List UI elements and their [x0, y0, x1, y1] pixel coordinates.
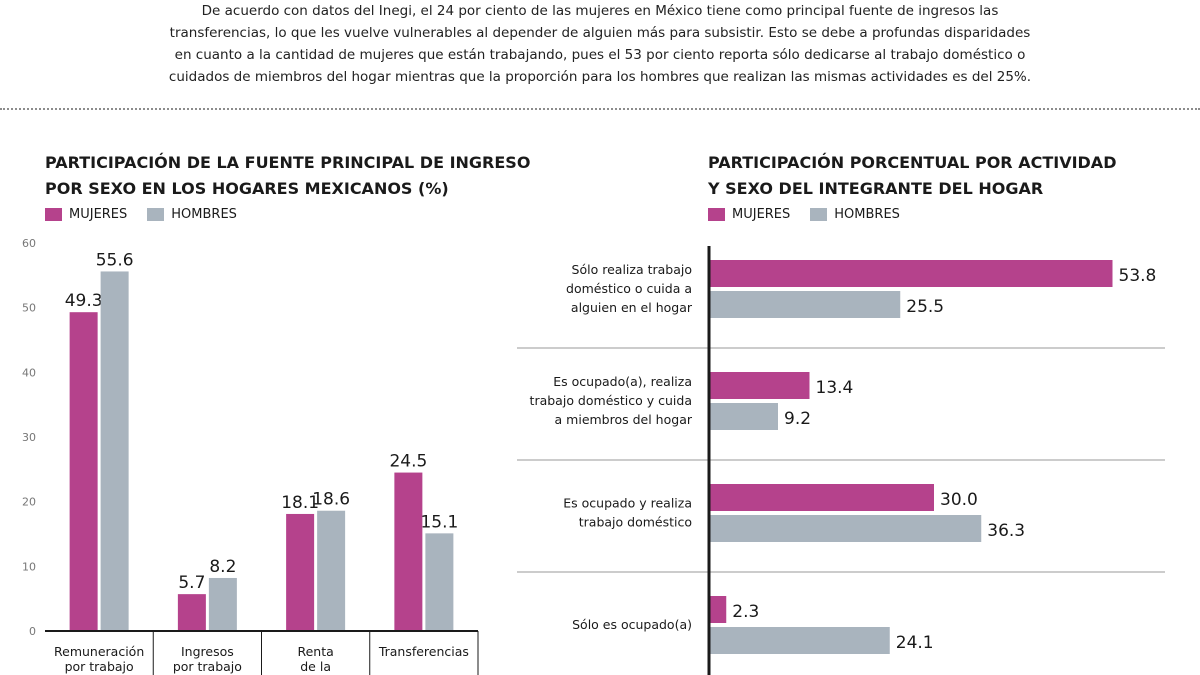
data-label: 55.6: [96, 250, 134, 270]
legend-item-hombres: HOMBRES: [147, 207, 237, 222]
y-tick-label: 50: [22, 302, 36, 315]
legend-item-hombres: HOMBRES: [810, 207, 900, 222]
y-category-label: trabajo doméstico: [579, 515, 692, 530]
y-category-label: Es ocupado y realiza: [563, 496, 692, 511]
y-category-label: Sólo es ocupado(a): [572, 617, 692, 632]
chart2-legend: MUJERES HOMBRES: [708, 207, 920, 222]
chart2-title: PARTICIPACIÓN PORCENTUAL POR ACTIVIDAD Y…: [708, 150, 1116, 202]
legend-swatch-mujeres: [708, 208, 725, 221]
y-tick-label: 40: [22, 366, 36, 379]
chart2-title-line: PARTICIPACIÓN PORCENTUAL POR ACTIVIDAD: [708, 153, 1117, 172]
y-category-label: a miembros del hogar: [555, 412, 693, 427]
x-category-label: Transferencias: [378, 644, 469, 659]
data-label: 25.5: [906, 297, 944, 317]
y-tick-label: 10: [22, 560, 36, 573]
y-category-label: Sólo realiza trabajo: [572, 262, 692, 277]
bar-hombres: [709, 291, 901, 318]
intro-line: De acuerdo con datos del Inegi, el 24 po…: [201, 3, 999, 19]
chart2-title-line: Y SEXO DEL INTEGRANTE DEL HOGAR: [708, 179, 1044, 198]
data-label: 24.1: [896, 633, 934, 653]
data-label: 13.4: [816, 378, 854, 398]
x-category-label: Renta: [297, 644, 333, 659]
y-tick-label: 0: [29, 625, 36, 638]
bar-hombres: [317, 510, 346, 631]
intro-line: cuidados de miembros del hogar mientras …: [168, 69, 1032, 85]
legend-swatch-hombres: [810, 208, 828, 221]
data-label: 18.1: [281, 493, 319, 513]
section-divider: [0, 108, 1200, 110]
x-category-label: de la: [300, 659, 331, 674]
legend-swatch-mujeres: [45, 208, 62, 221]
bar-hombres: [709, 627, 890, 654]
bar-hombres: [425, 533, 454, 631]
data-label: 9.2: [784, 409, 811, 429]
intro-line: en cuanto a la cantidad de mujeres que e…: [174, 47, 1026, 63]
data-label: 30.0: [940, 490, 978, 510]
bar-mujeres: [709, 596, 727, 623]
bar-hombres: [709, 403, 778, 430]
y-category-label: doméstico o cuida a: [566, 281, 692, 296]
y-tick-label: 20: [22, 496, 36, 509]
data-label: 53.8: [1119, 266, 1157, 286]
y-tick-label: 60: [22, 237, 36, 250]
y-category-label: Es ocupado(a), realiza: [553, 374, 692, 389]
bar-mujeres: [709, 484, 934, 511]
data-label: 36.3: [987, 521, 1025, 541]
bar-mujeres: [177, 594, 206, 631]
x-category-label: Ingresos: [181, 644, 234, 659]
bar-mujeres: [286, 513, 315, 631]
bar-hombres: [100, 271, 129, 631]
y-tick-label: 30: [22, 431, 36, 444]
x-category-label: por trabajo: [65, 659, 134, 674]
data-label: 8.2: [209, 557, 236, 577]
intro-line: transferencias, lo que les vuelve vulner…: [169, 25, 1031, 41]
data-label: 2.3: [732, 602, 759, 622]
legend-swatch-hombres: [147, 208, 165, 221]
legend-label: MUJERES: [69, 207, 128, 222]
bar-mujeres: [394, 472, 423, 631]
legend-item-mujeres: MUJERES: [45, 207, 127, 222]
legend-label: MUJERES: [732, 207, 791, 222]
chart1-title-line: PARTICIPACIÓN DE LA FUENTE PRINCIPAL DE …: [45, 153, 531, 172]
chart1-legend: MUJERES HOMBRES: [45, 207, 257, 222]
y-category-label: alguien en el hogar: [571, 300, 693, 315]
legend-label: HOMBRES: [834, 207, 900, 222]
intro-text: De acuerdo con datos del Inegi, el 24 po…: [140, 0, 1060, 88]
chart1-title-line: POR SEXO EN LOS HOGARES MEXICANOS (%): [45, 179, 449, 198]
data-label: 24.5: [389, 452, 427, 472]
legend-label: HOMBRES: [171, 207, 237, 222]
x-category-label: por trabajo: [173, 659, 242, 674]
x-category-label: Remuneración: [54, 644, 144, 659]
y-category-label: trabajo doméstico y cuida: [530, 393, 692, 408]
data-label: 15.1: [420, 512, 458, 532]
data-label: 49.3: [65, 291, 103, 311]
data-label: 5.7: [178, 573, 205, 593]
bar-mujeres: [69, 312, 98, 631]
bar-mujeres: [709, 260, 1113, 287]
bar-hombres: [709, 515, 982, 542]
data-label: 18.6: [312, 490, 350, 510]
bar-hombres: [208, 577, 237, 631]
legend-item-mujeres: MUJERES: [708, 207, 790, 222]
chart1-title: PARTICIPACIÓN DE LA FUENTE PRINCIPAL DE …: [45, 150, 530, 202]
bar-mujeres: [709, 372, 810, 399]
